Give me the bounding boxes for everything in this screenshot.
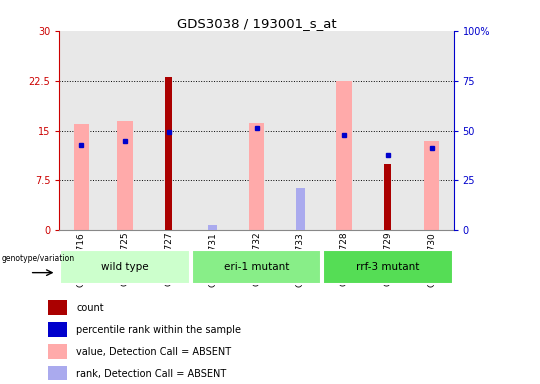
Bar	[336, 81, 352, 230]
Bar	[48, 366, 67, 381]
Bar	[249, 122, 264, 230]
Bar	[117, 121, 133, 230]
Bar	[208, 225, 217, 230]
Bar	[60, 250, 190, 284]
Bar	[73, 124, 89, 230]
Text: eri-1 mutant: eri-1 mutant	[224, 262, 289, 272]
Text: wild type: wild type	[102, 262, 149, 272]
Bar	[48, 322, 67, 337]
Text: rrf-3 mutant: rrf-3 mutant	[356, 262, 420, 272]
Text: rank, Detection Call = ABSENT: rank, Detection Call = ABSENT	[77, 369, 227, 379]
Bar	[48, 344, 67, 359]
Text: count: count	[77, 303, 104, 313]
Title: GDS3038 / 193001_s_at: GDS3038 / 193001_s_at	[177, 17, 336, 30]
Bar	[192, 250, 321, 284]
Text: genotype/variation: genotype/variation	[1, 254, 75, 263]
Bar	[384, 164, 391, 230]
Text: percentile rank within the sample: percentile rank within the sample	[77, 325, 241, 335]
Bar	[48, 300, 67, 315]
Bar	[323, 250, 453, 284]
Bar	[165, 77, 172, 230]
Bar	[424, 141, 440, 230]
Text: value, Detection Call = ABSENT: value, Detection Call = ABSENT	[77, 347, 232, 357]
Bar	[296, 189, 305, 230]
